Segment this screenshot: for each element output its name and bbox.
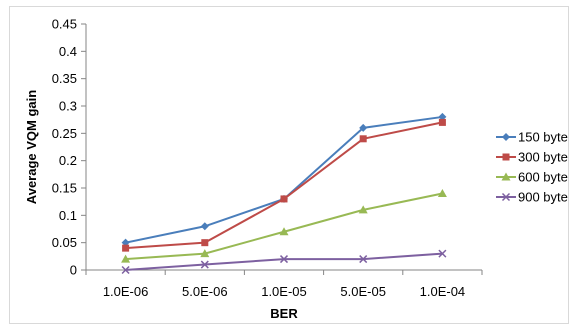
square-marker [359, 135, 367, 143]
triangle-marker [437, 188, 447, 197]
y-tick-label: 0.25 [52, 126, 77, 141]
square-marker [280, 195, 288, 203]
triangle-marker [121, 254, 131, 263]
square-marker [438, 118, 446, 126]
x-axis: 1.0E-06 5.0E-06 1.0E-05 5.0E-05 1.0E-04 [85, 269, 483, 299]
y-tick-label: 0.05 [52, 235, 77, 250]
diamond-marker [502, 133, 510, 141]
x-tick-label: 1.0E-06 [103, 284, 149, 299]
x-axis-title: BER [270, 306, 298, 321]
y-tick-label: 0.35 [52, 71, 77, 86]
triangle-marker [358, 205, 368, 214]
x-tick-label: 5.0E-06 [182, 284, 228, 299]
series-3 [121, 188, 447, 263]
series-4 [121, 249, 447, 275]
square-marker [201, 239, 209, 247]
legend-label: 150 byte [518, 130, 568, 145]
chart-frame [9, 6, 569, 324]
legend-item: 900 byte [496, 190, 568, 205]
legend-label: 600 byte [518, 170, 568, 185]
square-marker [122, 244, 130, 252]
legend-label: 900 byte [518, 190, 568, 205]
y-tick-label: 0 [70, 263, 77, 278]
legend-label: 300 byte [518, 150, 568, 165]
y-tick-label: 0.45 [52, 17, 77, 32]
y-tick-label: 0.3 [59, 99, 77, 114]
y-axis-title: Average VQM gain [24, 90, 39, 204]
diamond-marker [359, 123, 368, 132]
triangle-marker [501, 172, 511, 181]
y-tick-label: 0.4 [59, 44, 77, 59]
x-marker [359, 255, 368, 264]
legend-item: 300 byte [496, 150, 568, 165]
triangle-marker [200, 249, 210, 258]
legend: 150 byte 300 byte 600 byte 900 byte [496, 130, 568, 205]
series-2 [122, 118, 446, 252]
series-1 [121, 112, 447, 247]
x-marker [121, 265, 130, 275]
square-marker [502, 153, 510, 161]
x-marker [200, 260, 209, 269]
series-line [125, 115, 443, 244]
legend-item: 150 byte [496, 130, 568, 145]
y-tick-label: 0.2 [59, 153, 77, 168]
y-tick-label: 0.1 [59, 208, 77, 223]
x-marker [438, 249, 447, 258]
x-marker [279, 255, 289, 264]
diamond-marker [200, 222, 209, 231]
y-tick-label: 0.15 [52, 181, 77, 196]
series-line [125, 192, 443, 261]
triangle-marker [279, 227, 289, 236]
x-tick-label: 1.0E-05 [261, 284, 307, 299]
x-tick-label: 5.0E-05 [340, 284, 386, 299]
legend-item: 600 byte [496, 170, 568, 185]
x-marker [501, 192, 511, 202]
x-tick-label: 1.0E-04 [420, 284, 466, 299]
y-axis: 0 0.05 0.1 0.15 0.2 0.25 0.3 0.35 0.4 0.45 [52, 17, 87, 278]
series-group [121, 112, 447, 275]
